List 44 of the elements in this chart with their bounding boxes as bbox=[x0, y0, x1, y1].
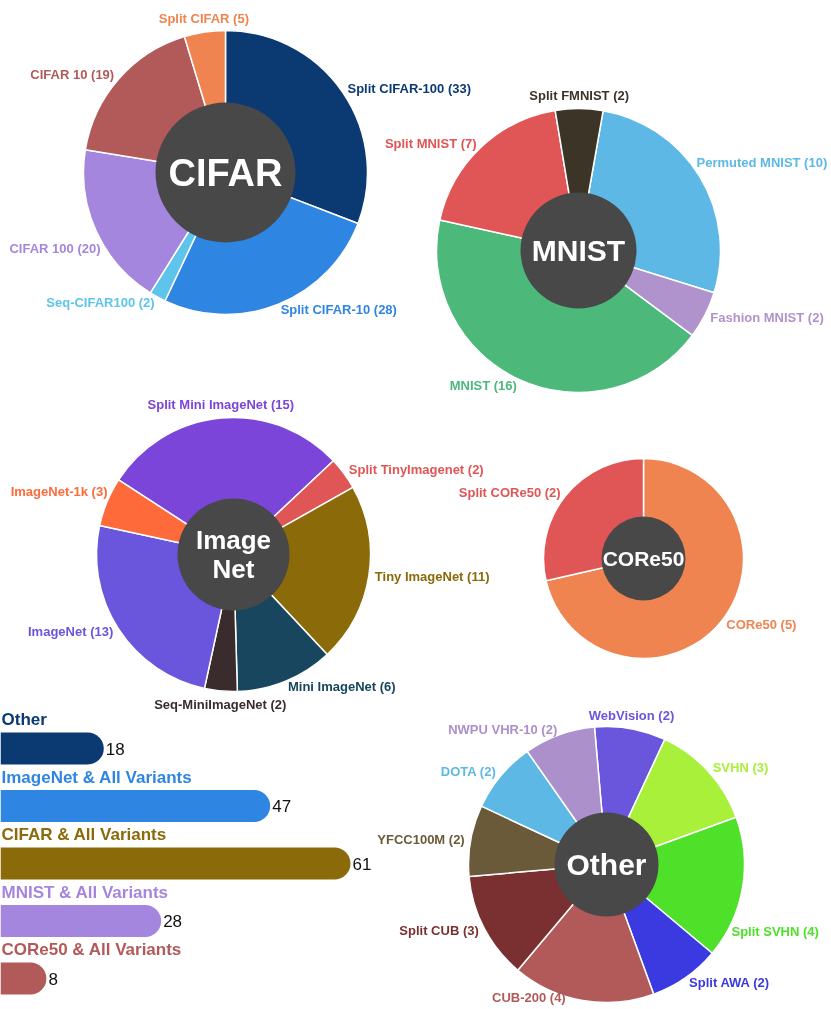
slice-label: Fashion MNIST (2) bbox=[710, 310, 824, 326]
slice-label: Split CORe50 (2) bbox=[458, 484, 561, 500]
slice-label: Seq-CIFAR100 (2) bbox=[46, 294, 155, 310]
data-label: 8 bbox=[48, 969, 58, 989]
slice-label: ImageNet-1k (3) bbox=[10, 484, 108, 500]
data-label: 47 bbox=[272, 797, 292, 816]
slice-label: CORe50 (5) bbox=[726, 617, 797, 633]
y-tick-label: CIFAR & All Variants bbox=[1, 825, 167, 844]
slice-label: Split TinyImagenet (2) bbox=[348, 462, 484, 478]
slice-label: YFCC100M (2) bbox=[377, 831, 465, 847]
data-label: 61 bbox=[352, 854, 372, 874]
slice-label: Split CUB (3) bbox=[399, 923, 479, 939]
slice-label: NWPU VHR-10 (2) bbox=[448, 721, 558, 737]
text: MNIST bbox=[531, 234, 626, 267]
slice-label: Split CIFAR-100 (33) bbox=[347, 81, 472, 97]
y-tick-label: MNIST & All Variants bbox=[1, 882, 169, 902]
slice-label: Split AWA (2) bbox=[689, 974, 770, 990]
slice-label: Split MNIST (7) bbox=[384, 135, 477, 151]
slice-label: WebVision (2) bbox=[588, 707, 675, 723]
slice-label: Split CIFAR-10 (28) bbox=[280, 302, 397, 318]
y-tick-label: CORe50 & All Variants bbox=[1, 940, 182, 959]
slice-label: Split CIFAR (5) bbox=[158, 11, 249, 27]
slice-label: CIFAR 10 (19) bbox=[30, 67, 115, 83]
slice-label: Mini ImageNet (6) bbox=[287, 679, 396, 695]
y-tick-label: Other bbox=[1, 710, 48, 729]
slice-label: CIFAR 100 (20) bbox=[9, 241, 101, 257]
slice-label: CUB-200 (4) bbox=[492, 990, 566, 1005]
y-tick-label: ImageNet & All Variants bbox=[1, 767, 192, 787]
slice-label: Split FMNIST (2) bbox=[529, 87, 630, 103]
slice-label: MNIST (16) bbox=[449, 377, 517, 393]
slice-label: SVHN (3) bbox=[712, 759, 769, 775]
slice-label: ImageNet (13) bbox=[28, 624, 114, 640]
slice-label: Split Mini ImageNet (15) bbox=[147, 397, 295, 413]
slice-label: Split SVHN (4) bbox=[731, 924, 819, 940]
text: Image Net bbox=[195, 525, 272, 584]
text: CORe50 bbox=[602, 547, 685, 570]
slice-label: DOTA (2) bbox=[440, 764, 496, 780]
slice-label: Tiny ImageNet (11) bbox=[374, 568, 490, 584]
text: Other bbox=[566, 848, 647, 881]
data-label: 18 bbox=[105, 739, 125, 759]
text: CIFAR bbox=[168, 151, 283, 194]
slice-label: Permuted MNIST (10) bbox=[696, 155, 828, 171]
slice-label: Seq-MiniImageNet (2) bbox=[154, 696, 287, 712]
data-label: 28 bbox=[163, 912, 183, 931]
